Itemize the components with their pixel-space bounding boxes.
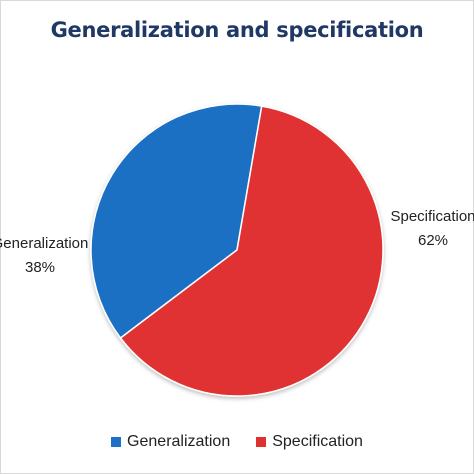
data-label-specification-name: Specification — [390, 208, 474, 225]
data-label-generalization-name: Generalization — [0, 235, 88, 252]
legend: Generalization Specification — [0, 433, 474, 451]
legend-label-generalization: Generalization — [127, 433, 231, 450]
pie-slices — [90, 103, 384, 397]
pie-slice-generalization — [90, 103, 263, 340]
pie-labels: Generalization 38% Specification 62% — [0, 208, 474, 276]
legend-swatch-generalization — [111, 437, 122, 447]
chart-title: Generalization and specification — [50, 18, 424, 42]
data-label-generalization-percent: 38% — [25, 259, 55, 276]
legend-label-specification: Specification — [272, 433, 363, 450]
legend-item-generalization: Generalization — [111, 433, 230, 451]
data-label-specification-percent: 62% — [418, 232, 448, 249]
legend-item-specification: Specification — [256, 433, 363, 451]
legend-swatch-specification — [256, 437, 267, 447]
pie-slice-specification — [119, 105, 384, 397]
